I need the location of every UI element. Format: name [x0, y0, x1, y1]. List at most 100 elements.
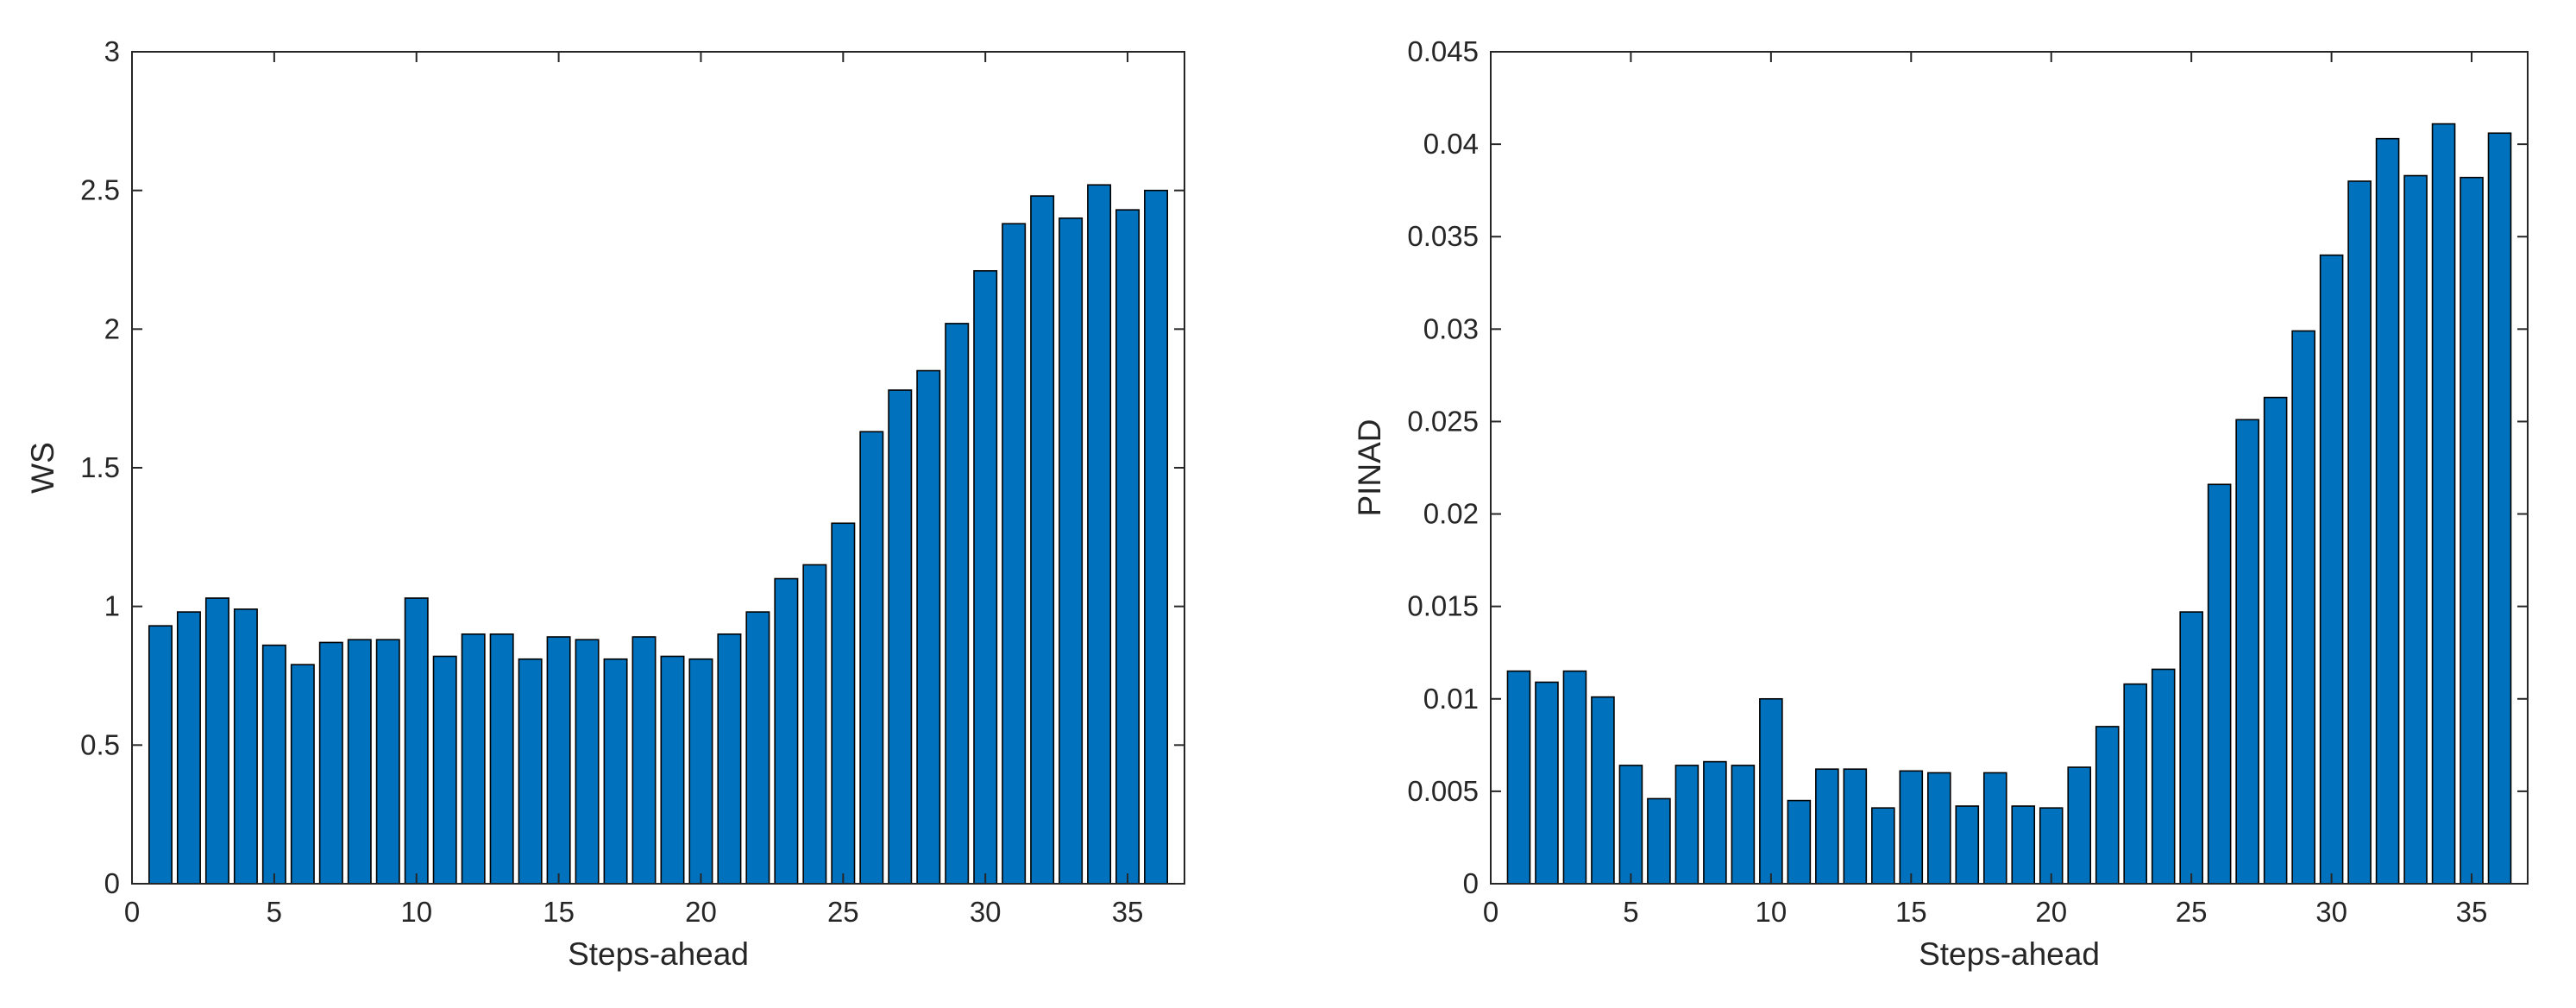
pinad-bar: [2151, 668, 2176, 885]
pinad-bar: [1787, 799, 1812, 885]
pinad-bar: [2235, 419, 2259, 885]
ws-bar: [774, 577, 799, 885]
pinad-bar: [1506, 670, 1531, 885]
ws-y-tick-label: 0.5: [80, 728, 120, 760]
pinad-bar: [1703, 760, 1727, 885]
pinad-x-tick-label: 20: [2035, 896, 2067, 928]
pinad-bar: [1674, 765, 1700, 885]
pinad-bar: [1843, 768, 1868, 885]
ws-y-tick-label: 1: [104, 590, 120, 622]
ws-bar: [688, 658, 713, 885]
ws-bar: [148, 625, 173, 885]
pinad-x-tick-label: 5: [1623, 896, 1638, 928]
ws-bar: [717, 633, 742, 885]
pinad-bar: [1982, 772, 2007, 885]
pinad-bar: [2207, 483, 2232, 885]
ws-bar: [1059, 217, 1084, 885]
pinad-bar: [1535, 681, 1559, 885]
pinad-bar: [2179, 611, 2203, 885]
pinad-x-tick-label: 10: [1756, 896, 1787, 928]
ws-bar: [518, 658, 543, 885]
pinad-bar: [1562, 670, 1587, 885]
ws-bar: [461, 633, 486, 885]
ws-x-tick-label: 0: [124, 896, 140, 928]
ws-bar: [176, 611, 201, 885]
ws-x-tick-label: 15: [543, 896, 575, 928]
ws-y-tick-label: 2: [104, 312, 120, 344]
pinad-bar: [2431, 123, 2456, 885]
pinad-bar: [2487, 132, 2512, 885]
pinad-bar: [2067, 766, 2092, 885]
ws-y-tick-label: 0: [104, 867, 120, 899]
ws-bar: [631, 636, 657, 885]
ws-bar: [347, 639, 372, 885]
pinad-bar: [2319, 254, 2344, 885]
pinad-bar: [2011, 805, 2036, 885]
pinad-bar: [1731, 765, 1756, 885]
pinad-x-tick-label: 25: [2176, 896, 2208, 928]
pinad-y-tick-label: 0.03: [1423, 312, 1479, 344]
ws-bar: [575, 639, 600, 885]
ws-bar: [945, 323, 970, 885]
ws-bar: [802, 564, 827, 885]
pinad-bar: [2403, 174, 2428, 885]
pinad-bar: [1759, 697, 1783, 885]
ws-bar: [432, 655, 457, 885]
pinad-bar: [1618, 765, 1643, 885]
ws-bar: [888, 389, 913, 885]
ws-y-axis-label: WS: [25, 442, 60, 494]
ws-x-tick-label: 10: [400, 896, 432, 928]
ws-bar: [745, 611, 770, 885]
ws-x-tick-label: 25: [827, 896, 859, 928]
pinad-bar: [2123, 683, 2147, 885]
pinad-y-tick-label: 0.01: [1423, 683, 1479, 715]
pinad-bar: [1899, 770, 1924, 885]
pinad-y-tick-label: 0.025: [1407, 405, 1479, 437]
pinad-bar: [2263, 396, 2288, 885]
ws-bar: [660, 655, 685, 885]
ws-x-tick-label: 30: [970, 896, 1002, 928]
pinad-bar: [1926, 772, 1951, 885]
pinad-bar: [1647, 797, 1671, 885]
pinad-y-tick-label: 0.045: [1407, 35, 1479, 67]
pinad-bar: [1815, 768, 1839, 885]
pinad-x-tick-label: 15: [1895, 896, 1927, 928]
ws-bar: [1144, 189, 1169, 885]
pinad-y-tick-label: 0.005: [1407, 775, 1479, 807]
pinad-y-axis-label: PINAD: [1352, 419, 1387, 516]
ws-y-tick-label: 2.5: [80, 174, 120, 206]
pinad-x-axis-label: Steps-ahead: [1919, 936, 2100, 972]
ws-bar: [404, 597, 429, 885]
ws-x-axis-label: Steps-ahead: [568, 936, 749, 972]
ws-y-tick-label: 1.5: [80, 451, 120, 483]
pinad-bar: [1591, 696, 1615, 885]
pinad-x-tick-label: 35: [2456, 896, 2488, 928]
ws-y-tick-label: 3: [104, 35, 120, 67]
ws-x-tick-label: 5: [267, 896, 282, 928]
pinad-x-tick-label: 30: [2315, 896, 2347, 928]
ws-bar: [233, 608, 258, 885]
pinad-y-tick-label: 0.02: [1423, 498, 1479, 530]
pinad-bar: [2347, 180, 2372, 885]
pinad-x-tick-label: 0: [1483, 896, 1498, 928]
pinad-y-tick-label: 0.04: [1423, 128, 1479, 160]
ws-bar: [859, 431, 884, 885]
pinad-y-tick-label: 0: [1463, 867, 1479, 899]
ws-x-tick-label: 20: [685, 896, 717, 928]
pinad-bar: [2375, 137, 2400, 885]
pinad-bar: [2291, 330, 2315, 885]
ws-x-tick-label: 35: [1112, 896, 1144, 928]
ws-bar: [1002, 223, 1027, 885]
pinad-bar: [1871, 807, 1895, 885]
pinad-axes-box: [1490, 51, 2529, 885]
pinad-bar: [2460, 176, 2484, 885]
pinad-bar: [2095, 726, 2120, 885]
ws-bar: [603, 658, 628, 885]
pinad-y-tick-label: 0.035: [1407, 220, 1479, 252]
pinad-bar: [2039, 807, 2064, 885]
ws-bar: [973, 270, 998, 885]
pinad-y-tick-label: 0.015: [1407, 590, 1479, 622]
